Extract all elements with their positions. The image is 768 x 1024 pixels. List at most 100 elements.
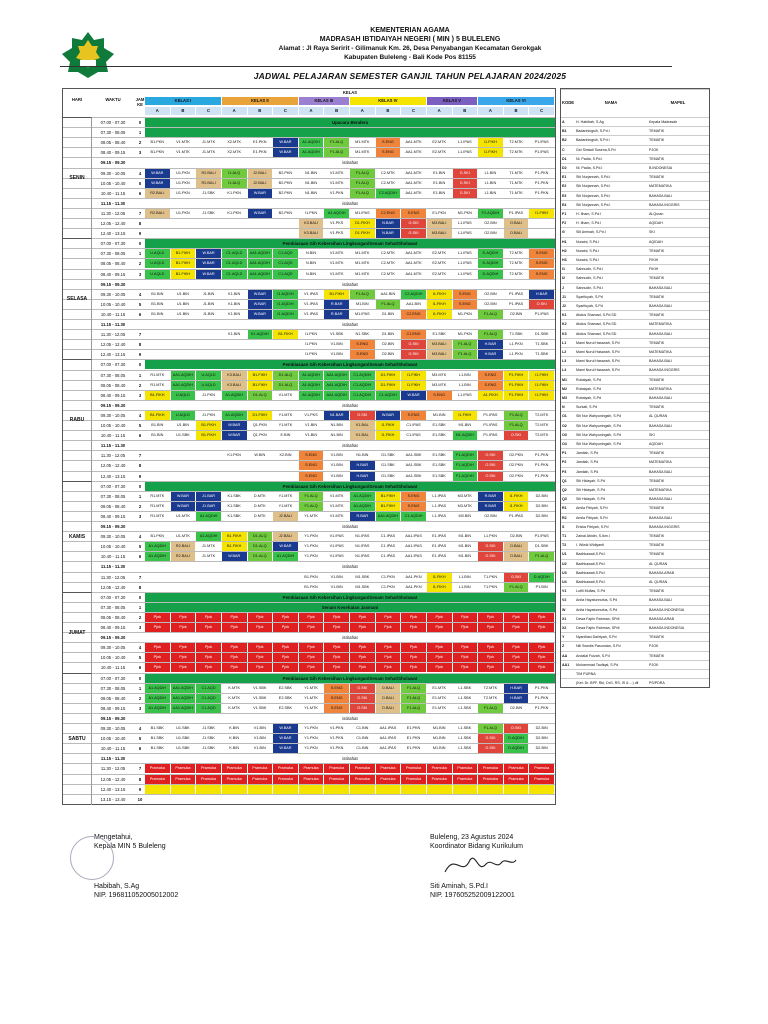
teacher-subject: MATEMATIKA <box>649 488 672 492</box>
subject-cell: K.BIN <box>221 744 247 754</box>
subject-cell: P1.IPAS <box>478 421 503 431</box>
subject-cell: Q1.PKN <box>247 431 273 441</box>
subject-cell: M1.BIN <box>350 299 375 309</box>
break-cell: istirahat <box>342 635 358 641</box>
subject-cell: Pramuka <box>196 774 221 784</box>
subject-cell: Pramuka <box>478 764 503 774</box>
subject-cell: L1.PKN <box>503 350 529 360</box>
subject-cell <box>145 471 170 481</box>
teacher-name: Sahnudin, S.Pd.I <box>576 285 603 290</box>
subject-cell: Pramuka <box>529 764 554 774</box>
time-cell: 12.05 - 12.40 <box>100 776 126 782</box>
subject-cell: M1.IPAS <box>350 208 375 218</box>
time-cell: 07.30 - 08.05 <box>100 372 126 378</box>
subject-cell: O.SKI <box>478 461 503 471</box>
jam-cell: 8 <box>138 584 142 590</box>
teacher-row: C Gst Sintadi Susena,S.Pd PJOK <box>561 144 709 154</box>
subject-cell: O.SKI <box>529 299 554 309</box>
subject-cell: M1.MTK <box>350 249 375 259</box>
subject-cell: M3.BIN <box>452 511 478 521</box>
jam-cell: 6 <box>138 746 142 752</box>
subject-cell: B1.BIN <box>145 289 170 299</box>
break-cell: istirahat <box>342 564 358 570</box>
activity-banner: Pembiasaan Gih Kebersihan Lingkungan/Sen… <box>145 239 555 249</box>
subject-cell: S.ENG <box>478 380 503 390</box>
subject-cell: J1.MTK <box>196 148 221 158</box>
subject-cell: AA1.AQDIH <box>170 683 196 693</box>
subject-cell: D2.BIN <box>529 744 554 754</box>
time-cell: 08.05 - 08.40 <box>100 382 126 388</box>
subject-cell: Pjok <box>324 643 349 653</box>
subject-cell <box>478 784 503 794</box>
teacher-row: U2 Badhkawati,S.Pd.I AL QURAN <box>561 558 709 568</box>
subject-cell: B1.FIKH <box>221 532 247 542</box>
teacher-table-header: KODE NAMA MAPEL <box>561 89 709 116</box>
teacher-subject: BAHASA BALI <box>649 304 673 308</box>
subject-cell: AA1.PKN <box>401 572 426 582</box>
teacher-row: A H. Habibah, S.Ag Kepala Madrasah <box>561 117 709 126</box>
subject-cell: D1.FIKH <box>247 410 273 420</box>
schedule-row: 11.30 - 12.05 7 K1.PKN W.BIN X2.BIN S.ENG V1.B… <box>63 450 555 461</box>
subject-cell: J1.BIN <box>196 299 221 309</box>
break-cell: istirahat <box>342 443 358 449</box>
subject-cell <box>273 340 298 350</box>
teacher-row: M1 Rubaiyah, S.Pd TEMATIK <box>561 374 709 384</box>
teacher-name: Badhkawati,S.Pd.I <box>576 561 606 566</box>
subject-cell: K1.BIN <box>221 289 247 299</box>
time-cell: 12.40 - 13.15 <box>100 473 126 479</box>
subject-cell: Pjok <box>247 663 273 673</box>
time-cell: 12.40 - 13.15 <box>100 352 126 358</box>
teacher-code: U1 <box>562 552 567 557</box>
subject-cell: L1.BIN <box>452 572 478 582</box>
subject-cell: N1.BIN <box>324 431 349 441</box>
subject-cell: O.SKI <box>503 431 529 441</box>
subject-cell <box>529 229 554 239</box>
subject-cell: B1.FIKH <box>170 269 196 279</box>
ministry-name: KEMENTERIAN AGAMA <box>370 27 450 34</box>
time-cell: 11.15 - 11.30 <box>100 443 126 449</box>
subject-cell: G.SKI <box>452 168 478 178</box>
teacher-name: Mami Nurul Hasanah, S.Pd <box>576 350 620 354</box>
class-subgroup-header: B <box>452 107 478 115</box>
subject-cell: Pjok <box>452 663 478 673</box>
subject-cell: G.SKI <box>401 350 426 360</box>
teacher-code: K3 <box>562 331 567 336</box>
subject-cell <box>221 582 247 592</box>
subject-cell: W.BAR <box>247 299 273 309</box>
subject-cell: D1.SBK <box>529 330 554 340</box>
subject-cell: B1.PKN <box>145 138 170 148</box>
time-cell: 07.00 - 07.30 <box>100 483 126 489</box>
teacher-row: O3 Siti Nur Wahyuningsih, S.Pd SKI <box>561 429 709 439</box>
subject-cell <box>145 572 170 582</box>
subject-cell: G.SKI <box>478 744 503 754</box>
schedule-row: 07.30 - 08.05 1 R1.MTK W.BAR J1.BAR K1.SBK D.M… <box>63 490 555 501</box>
subject-cell: O.SKI <box>478 451 503 461</box>
subject-cell <box>221 784 247 794</box>
subject-cell: P1.PKN <box>529 693 554 703</box>
subject-cell: G.SKI <box>401 340 426 350</box>
subject-cell: J1.BIN <box>196 289 221 299</box>
subject-cell: F1.AQDIH <box>452 461 478 471</box>
subject-cell: V1.MTK <box>273 390 298 400</box>
subject-cell: E1.IPAS <box>426 542 452 552</box>
teacher-code: K2 <box>562 322 567 327</box>
teacher-code: E2 <box>562 184 567 189</box>
subject-cell: S.ENG <box>452 299 478 309</box>
subject-cell: U1.BIN <box>170 289 196 299</box>
teacher-name: Nuraini, S.Pd.I <box>576 239 600 244</box>
subject-cell: V1.MTK <box>170 138 196 148</box>
subject-cell: AA1.AQDIH <box>247 269 273 279</box>
subject-cell: U1.BIN <box>170 421 196 431</box>
subject-cell: R.BAR <box>478 491 503 501</box>
teacher-row: Y Nyanifiasi Dalirtyah, S.Pd TEMATIK <box>561 632 709 641</box>
subject-cell: V1.MTK <box>324 501 349 511</box>
teacher-row: H3 Nuraini, S.Pd.I FIKIH <box>561 255 709 264</box>
subject-cell <box>145 582 170 592</box>
subject-cell: B2.PKN <box>273 168 298 178</box>
subject-cell: Pramuka <box>452 764 478 774</box>
subject-cell <box>196 229 221 239</box>
subject-cell: C1.AQD <box>196 683 221 693</box>
subject-cell: Pjok <box>401 643 426 653</box>
subject-cell: Pjok <box>196 612 221 622</box>
jam-cell: 1 <box>138 685 142 691</box>
